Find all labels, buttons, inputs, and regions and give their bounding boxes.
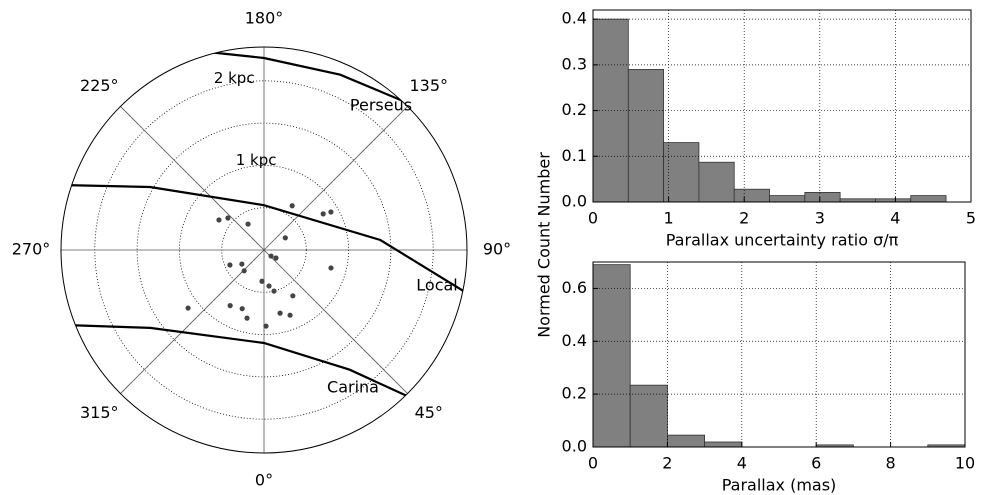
- bar: [698, 161, 735, 203]
- star-point: [289, 203, 295, 209]
- arms: [61, 49, 467, 403]
- star-point: [239, 261, 245, 267]
- star-point: [216, 217, 222, 223]
- y-tick-label: 0.2: [562, 100, 587, 119]
- angle-tick-label: 45°: [415, 403, 443, 422]
- y-tick-label: 0.6: [562, 278, 587, 297]
- bar: [667, 434, 706, 448]
- axes-frame: [592, 9, 972, 203]
- star-point: [328, 265, 334, 271]
- angle-tick-label: 135°: [409, 76, 448, 95]
- angle-tick-label: 180°: [245, 9, 284, 28]
- angle-tick-label: 90°: [483, 240, 511, 259]
- x-tick-label: 4: [737, 454, 747, 473]
- star-point: [320, 211, 326, 217]
- x-axis-label: Parallax (mas): [722, 476, 837, 495]
- angle-tick-label: 315°: [80, 403, 119, 422]
- x-tick-label: 0: [588, 209, 598, 228]
- x-tick-label: 6: [811, 454, 821, 473]
- star-point: [266, 283, 272, 289]
- star-point: [263, 323, 269, 329]
- bar: [733, 188, 770, 203]
- star-point: [239, 306, 245, 312]
- angle-tick-label: 0°: [255, 471, 273, 490]
- x-tick-label: 5: [966, 209, 976, 228]
- star-point: [241, 268, 247, 274]
- star-point: [282, 235, 288, 241]
- y-tick-label: 0.0: [562, 192, 587, 211]
- angle-grid: [263, 249, 408, 394]
- x-axis-label: Parallax uncertainty ratio σ/π: [666, 231, 899, 250]
- star-point: [268, 253, 274, 259]
- x-tick-label: 0: [588, 454, 598, 473]
- bar: [627, 69, 665, 203]
- y-tick-label: 0.2: [562, 384, 587, 403]
- bar: [704, 441, 743, 448]
- y-tick-label: 0.1: [562, 146, 587, 165]
- x-tick-label: 8: [886, 454, 896, 473]
- polar-plot: 0° 45° 90° 135° 180° 225° 270° 315° 1 kpc 2 kpc: [12, 9, 511, 490]
- angle-tick-label: 225°: [80, 76, 119, 95]
- spiral-arm: [189, 49, 431, 114]
- star-point: [225, 215, 231, 221]
- radial-tick-label: 2 kpc: [214, 69, 255, 87]
- y-axis-label: Normed Count Number: [535, 152, 554, 338]
- bar: [804, 191, 841, 203]
- spiral-arm: [61, 323, 421, 403]
- y-tick-label: 0.4: [562, 331, 587, 350]
- star-point: [271, 288, 277, 294]
- spiral-arm: [61, 183, 467, 296]
- x-tick-label: 2: [739, 209, 749, 228]
- y-tick-label: 0.0: [562, 437, 587, 456]
- star-point: [227, 262, 233, 268]
- histogram: 0 1 2 3 4 5 0.0 0.1 0.2 0.3 0.4 Parallax uncertaint…: [562, 9, 977, 250]
- x-tick-label: 2: [662, 454, 672, 473]
- y-tick-label: 0.4: [562, 9, 587, 28]
- polar-frame: [60, 46, 468, 454]
- star-point: [273, 255, 279, 261]
- arm-label: Local: [416, 276, 457, 295]
- star-point: [245, 221, 251, 227]
- angle-grid: [120, 249, 265, 394]
- angle-grid: [120, 106, 265, 251]
- star-point: [185, 305, 191, 311]
- bar: [769, 195, 806, 203]
- star-point: [244, 315, 250, 321]
- x-tick-label: 10: [955, 454, 975, 473]
- axes-frame: [592, 261, 966, 448]
- arm-label: Carina: [327, 378, 379, 397]
- bar: [592, 264, 631, 448]
- x-tick-label: 1: [664, 209, 674, 228]
- angle-grid: [263, 106, 408, 251]
- x-tick-label: 3: [815, 209, 825, 228]
- x-tick-label: 4: [890, 209, 900, 228]
- arm-label: Perseus: [350, 96, 412, 115]
- radial-tick-label: 1 kpc: [236, 151, 277, 169]
- star-point: [227, 303, 233, 309]
- angle-tick-label: 270°: [12, 240, 51, 259]
- histogram: 0 2 4 6 8 10 0.0 0.2 0.4 0.6 Parallax (mas): [562, 261, 975, 495]
- star-point: [287, 312, 293, 318]
- star-point: [259, 278, 265, 284]
- bar: [629, 384, 668, 448]
- y-tick-label: 0.3: [562, 54, 587, 73]
- star-point: [290, 293, 296, 299]
- star-point: [328, 209, 334, 215]
- bar: [910, 195, 947, 203]
- star-point: [277, 310, 283, 316]
